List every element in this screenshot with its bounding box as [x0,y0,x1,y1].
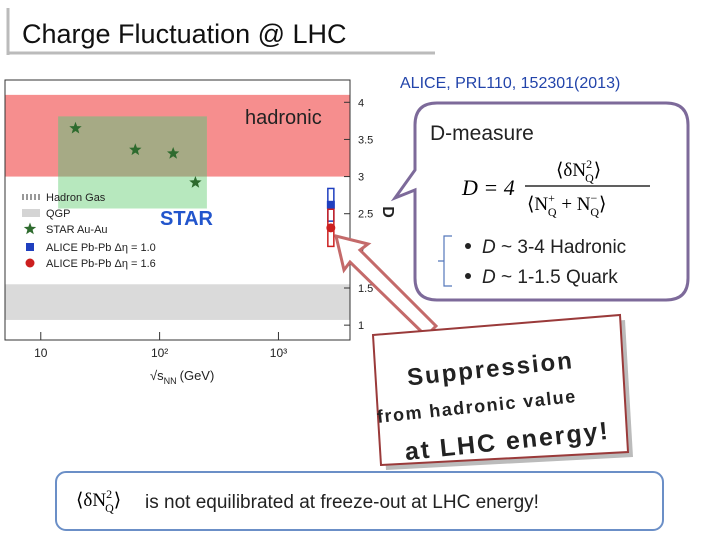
x-tick-label: 10³ [270,346,287,360]
legend-swatch [22,209,40,217]
formula-numerator: ⟨δN2 Q⟩ [556,157,601,185]
callout-box [390,101,690,302]
highlight-overlay [58,116,207,177]
bullet [465,273,471,279]
band [5,284,350,320]
formula-part: + N [557,194,591,215]
y-tick-label: 3.5 [358,134,373,146]
formula-part: 2 [586,157,592,171]
bracket [438,235,452,287]
legend-swatch [26,243,34,251]
footer-text: is not equilibrated at freeze-out at LHC… [145,492,539,513]
x-tick-label: 10² [151,346,168,360]
formula-part: 2 [106,487,112,501]
x-label-part: NN [164,376,177,386]
y-tick-label: 2.5 [358,209,373,221]
legend-label: QGP [46,208,70,220]
data-point [326,200,335,209]
citation: ALICE, PRL110, 152301(2013) [400,75,620,92]
formula-denominator: ⟨N+ Q + N− Q⟩ [527,191,606,219]
formula-part: Q [590,205,599,219]
formula-part: Q [105,501,114,515]
bullet [465,243,471,249]
data-point [167,147,180,159]
item-text: ~ 1-1.5 Quark [501,267,618,288]
formula-part: ⟨δN [556,160,586,181]
item-var: D [482,237,496,258]
y-tick-label: 1.5 [358,283,373,295]
highlight-label: STAR [160,208,214,230]
item-var: D [482,267,496,288]
formula-part: ⟨N [527,194,548,215]
slide-title: Charge Fluctuation @ LHC [22,19,347,49]
arrow [333,233,439,339]
x-axis-label: √sNN (GeV) [150,368,214,386]
formula-lhs: D = 4 [461,175,515,200]
annotation: hadronic [245,107,322,129]
formula-part: ⟨δN [76,490,106,511]
bullet-item: D ~ 1-1.5 Quark [482,267,618,288]
formula-part: Q [548,205,557,219]
legend-swatch [23,222,37,235]
x-tick-label: 10 [34,346,48,360]
legend-label: Hadron Gas [46,192,106,204]
y-tick-label: 3 [358,172,364,184]
bullet-item: D ~ 3-4 Hadronic [482,237,626,258]
legend-label: ALICE Pb-Pb Δη = 1.0 [46,242,156,254]
footer-formula: ⟨δN2 Q⟩ [76,487,121,515]
y-axis-label: D [379,206,396,218]
note-box [371,313,630,467]
formula-part: + [548,191,555,205]
legend-label: STAR Au-Au [46,224,108,236]
data-point [326,223,336,233]
callout-title: D-measure [430,122,534,145]
legend-label: ALICE Pb-Pb Δη = 1.6 [46,258,156,270]
data-point [129,143,142,156]
x-label-part: (GeV) [180,368,215,383]
y-tick-label: 4 [358,97,364,109]
formula-part: ⟩ [599,194,606,215]
legend-swatch [25,258,35,268]
formula-part: ⟩ [114,490,121,511]
footer-box [55,471,664,531]
item-text: ~ 3-4 Hadronic [501,237,626,258]
x-label-part: √s [150,368,164,383]
formula-part: − [591,191,598,205]
data-point [189,176,202,188]
data-point [69,121,82,134]
chart: STARhadronic11.522.533.541010²10³√sNN(Ge… [4,79,396,386]
plot-frame [4,79,351,341]
formula-part: Q [585,171,594,185]
highlight-region [58,116,207,209]
formula-part: ⟩ [594,160,601,181]
y-tick-label: 1 [358,320,364,332]
